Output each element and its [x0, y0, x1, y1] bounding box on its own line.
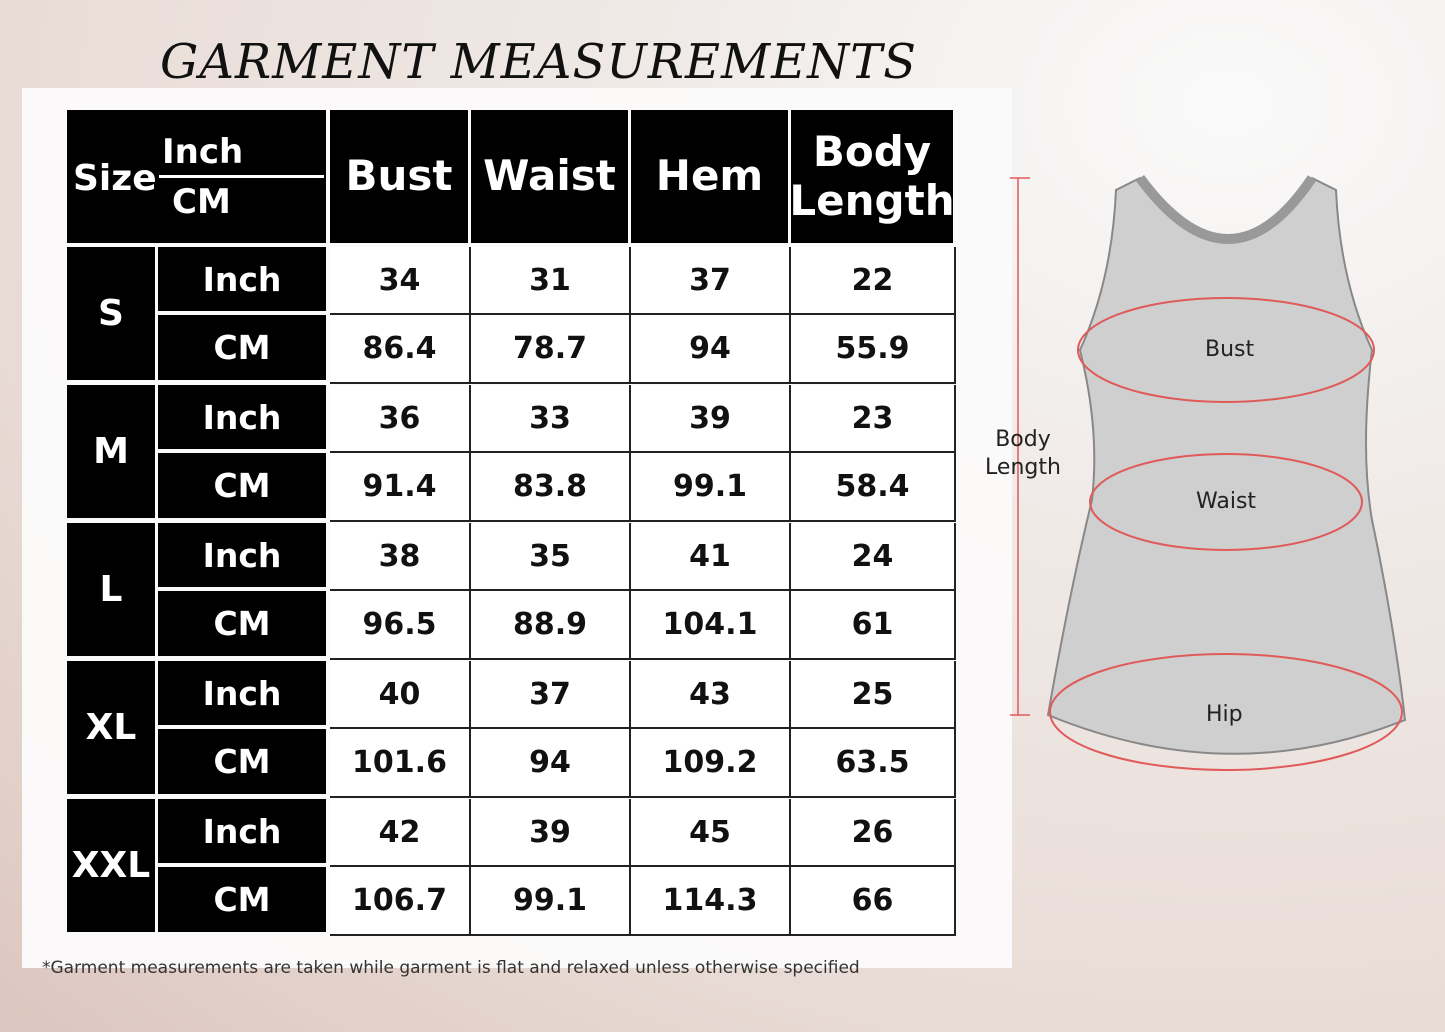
hip-ellipse [1049, 653, 1403, 771]
table-cell: 41 [631, 523, 791, 591]
table-cell: 101.6 [330, 729, 471, 798]
table-cell: 66 [791, 867, 956, 936]
unit-cm: CM [158, 315, 326, 380]
table-cell: 23 [791, 385, 956, 453]
table-cell: 31 [471, 247, 631, 315]
unit-inch: Inch [158, 523, 326, 587]
table-cell: 106.7 [330, 867, 471, 936]
table-cell: 33 [471, 385, 631, 453]
size-label: S [67, 247, 155, 380]
size-label: L [67, 523, 155, 656]
table-cell: 78.7 [471, 315, 631, 384]
table-cell: 99.1 [471, 867, 631, 936]
header-size-unit: Size Inch CM [67, 110, 326, 243]
column-header: Body Length [789, 110, 955, 243]
garment-diagram [1010, 175, 1407, 771]
table-cell: 114.3 [631, 867, 791, 936]
bust-ellipse [1077, 297, 1375, 403]
waist-ellipse [1089, 453, 1363, 551]
table-cell: 99.1 [631, 453, 791, 522]
header-size: Size [73, 158, 157, 199]
table-cell: 45 [631, 799, 791, 867]
body-length-label: Body Length [985, 427, 1061, 480]
unit-cm: CM [158, 591, 326, 656]
unit-inch: Inch [158, 661, 326, 725]
table-cell: 39 [631, 385, 791, 453]
table-cell: 96.5 [330, 591, 471, 660]
table-cell: 35 [471, 523, 631, 591]
table-cell: 42 [330, 799, 471, 867]
column-header: Waist [471, 110, 628, 243]
table-cell: 37 [631, 247, 791, 315]
table-cell: 25 [791, 661, 956, 729]
tank-top-shape [1046, 176, 1407, 755]
table-cell: 24 [791, 523, 956, 591]
table-cell: 83.8 [471, 453, 631, 522]
table-cell: 26 [791, 799, 956, 867]
table-cell: 88.9 [471, 591, 631, 660]
hip-label: Hip [1206, 702, 1243, 727]
unit-inch: Inch [158, 247, 326, 311]
bust-label: Bust [1205, 337, 1255, 362]
header-divider [159, 175, 324, 178]
table-cell: 94 [471, 729, 631, 798]
column-header: Hem [631, 110, 788, 243]
column-header: Bust [330, 110, 468, 243]
table-cell: 109.2 [631, 729, 791, 798]
waist-label: Waist [1196, 489, 1257, 514]
table-cell: 91.4 [330, 453, 471, 522]
page-title: GARMENT MEASUREMENTS [160, 34, 918, 90]
table-cell: 86.4 [330, 315, 471, 384]
table-cell: 58.4 [791, 453, 956, 522]
unit-cm: CM [158, 867, 326, 932]
table-cell: 55.9 [791, 315, 956, 384]
table-cell: 37 [471, 661, 631, 729]
unit-cm: CM [158, 729, 326, 794]
unit-inch: Inch [158, 385, 326, 449]
table-cell: 104.1 [631, 591, 791, 660]
table-cell: 22 [791, 247, 956, 315]
size-label: M [67, 385, 155, 518]
table-cell: 34 [330, 247, 471, 315]
table-cell: 94 [631, 315, 791, 384]
table-cell: 43 [631, 661, 791, 729]
table-cell: 63.5 [791, 729, 956, 798]
size-label: XL [67, 661, 155, 794]
table-cell: 36 [330, 385, 471, 453]
table-cell: 38 [330, 523, 471, 591]
table-cell: 40 [330, 661, 471, 729]
header-cm: CM [172, 182, 231, 222]
footnote: *Garment measurements are taken while ga… [42, 958, 860, 978]
table-cell: 39 [471, 799, 631, 867]
table-cell: 61 [791, 591, 956, 660]
header-inch: Inch [162, 132, 244, 172]
size-label: XXL [67, 799, 155, 932]
unit-inch: Inch [158, 799, 326, 863]
unit-cm: CM [158, 453, 326, 518]
